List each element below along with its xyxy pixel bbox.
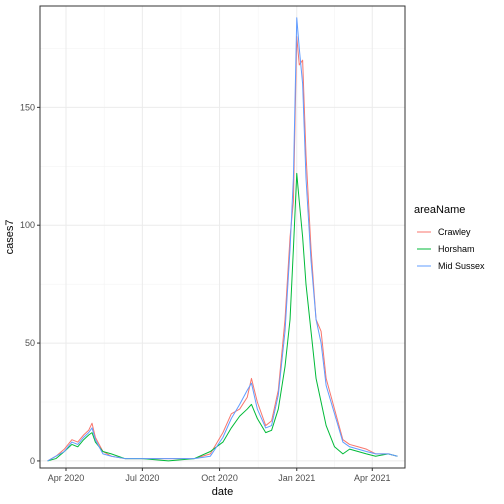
x-tick-label: Oct 2020 — [201, 473, 238, 483]
plot-panel-border — [39, 5, 406, 469]
y-tick-label: 50 — [25, 338, 35, 348]
y-tick-label: 100 — [20, 220, 35, 230]
legend-title: areaName — [414, 204, 465, 216]
x-axis-title: date — [212, 486, 233, 498]
legend: areaName Crawley Horsham Mid Sussex — [414, 204, 485, 271]
x-tick-label: Jan 2021 — [278, 473, 315, 483]
y-axis-title: cases7 — [4, 220, 16, 255]
minor-gridlines — [40, 6, 405, 468]
x-tick-label: Apr 2021 — [354, 473, 391, 483]
x-axis: Apr 2020 Jul 2020 Oct 2020 Jan 2021 Apr 2021 — [48, 468, 391, 483]
y-tick-label: 150 — [20, 102, 35, 112]
y-axis: 0 50 100 150 — [20, 102, 40, 466]
series-line-crawley — [47, 36, 398, 462]
major-gridlines — [40, 6, 405, 468]
series-layer — [47, 17, 398, 462]
legend-label-crawley: Crawley — [438, 227, 471, 237]
x-tick-label: Jul 2020 — [125, 473, 159, 483]
plot-panel — [40, 6, 405, 468]
legend-label-mid-sussex: Mid Sussex — [438, 261, 485, 271]
legend-label-horsham: Horsham — [438, 244, 475, 254]
series-line-horsham — [47, 172, 398, 462]
series-line-mid-sussex — [47, 17, 398, 462]
x-tick-label: Apr 2020 — [48, 473, 85, 483]
y-tick-label: 0 — [30, 456, 35, 466]
